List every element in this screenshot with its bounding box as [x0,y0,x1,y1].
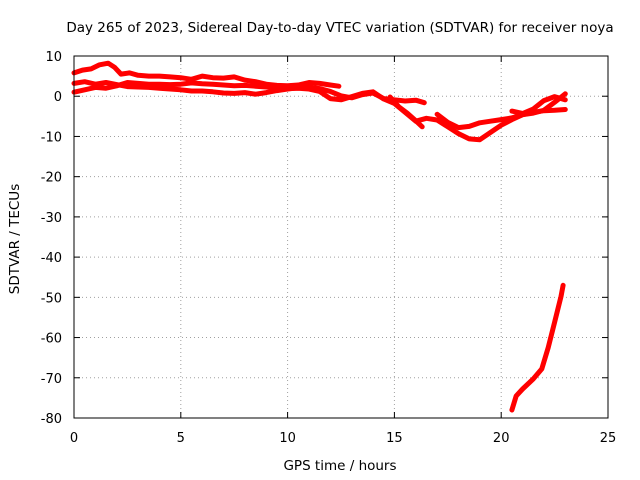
series-line-track-4 [387,94,425,130]
y-tick-label: -10 [41,130,62,145]
x-tick-label: 5 [177,431,185,446]
y-tick-label: 10 [45,50,62,65]
y-tick-label: 0 [54,90,62,105]
series-line-track-6 [509,94,568,116]
x-tick-label: 0 [70,431,78,446]
x-tick-label: 25 [600,431,617,446]
series-line-track-5 [434,91,568,131]
y-tick-label: -80 [41,412,62,427]
grid [74,56,608,418]
x-axis-title: GPS time / hours [283,458,396,474]
series-line-track-7 [509,282,566,413]
y-tick-label: -40 [41,251,62,266]
series-line-track-1 [71,60,342,89]
series-line-track-3 [71,80,568,143]
x-tick-label: 20 [493,431,510,446]
axis-ticks: 0 5 10 15 20 25 10 0 -10 -20 -30 -40 -50 -60 -70 -80 [41,50,617,446]
x-tick-label: 10 [279,431,296,446]
y-tick-label: -60 [41,332,62,347]
y-axis-title: SDTVAR / TECUs [7,184,23,294]
y-tick-label: -50 [41,291,62,306]
y-tick-label: -70 [41,372,62,387]
y-tick-label: -30 [41,211,62,226]
data-series [71,60,568,413]
plot-frame [73,55,609,419]
chart-title: Day 265 of 2023, Sidereal Day-to-day VTE… [66,20,613,36]
x-tick-label: 15 [386,431,403,446]
y-tick-label: -20 [41,171,62,186]
